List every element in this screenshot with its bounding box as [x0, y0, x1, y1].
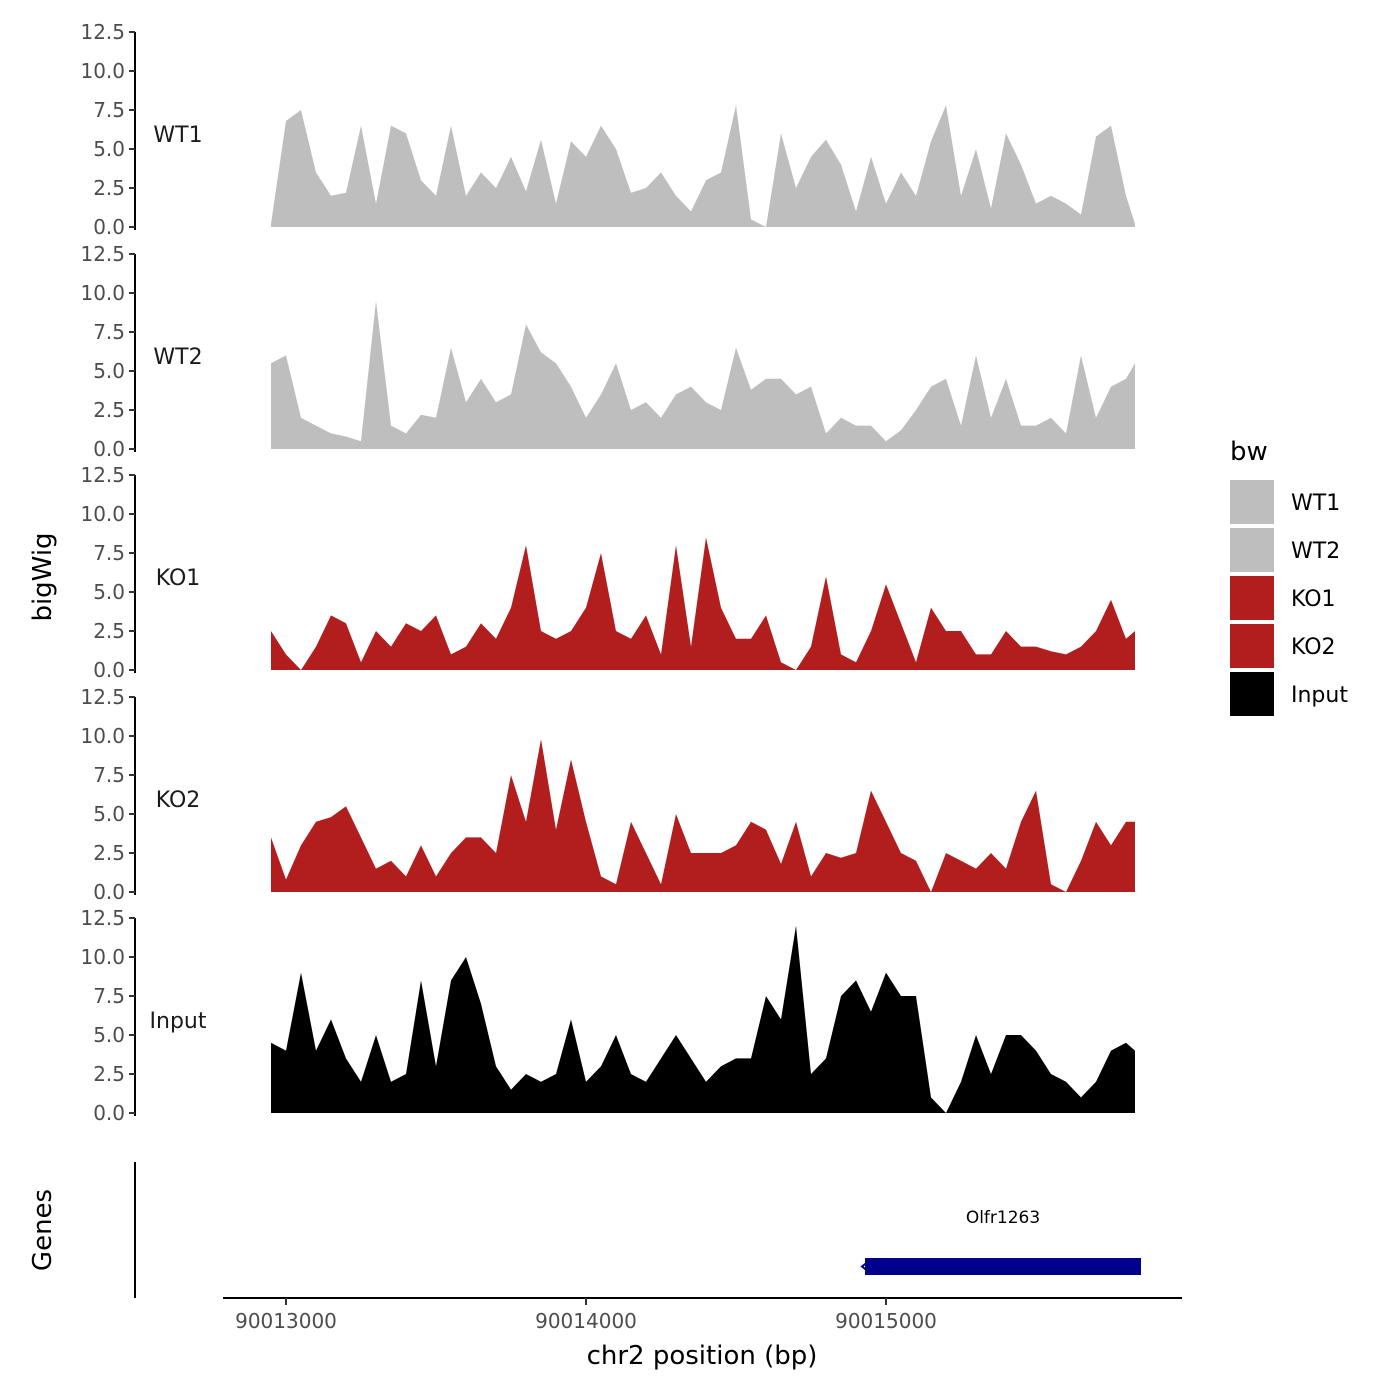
track-ko2: 0.0 2.5 5.0 7.5 10.0 12.5 KO2: [80, 685, 1135, 904]
legend: bw WT1 WT2 KO1 KO2 Input: [1230, 437, 1348, 716]
y-tick-label: 10.0: [80, 281, 125, 305]
y-tick-label: 0.0: [93, 1101, 125, 1125]
track-input: 0.0 2.5 5.0 7.5 10.0 12.5 Input: [80, 906, 1135, 1125]
gene-label: Olfr1263: [966, 1208, 1040, 1228]
track-label-wt1: WT1: [153, 123, 202, 148]
y-tick-label: 12.5: [80, 20, 125, 44]
y-tick-label: 2.5: [93, 398, 125, 422]
y-tick-label: 12.5: [80, 685, 125, 709]
y-tick-label: 5.0: [93, 1023, 125, 1047]
y-tick-label: 12.5: [80, 242, 125, 266]
legend-title: bw: [1230, 437, 1268, 467]
track-wt1: 0.0 2.5 5.0 7.5 10.0 12.5 WT1: [80, 20, 1135, 239]
y-tick-label: 7.5: [93, 763, 125, 787]
x-tick-label: 90013000: [235, 1309, 337, 1333]
y-tick-label: 2.5: [93, 1062, 125, 1086]
legend-label: WT1: [1291, 491, 1340, 516]
legend-entry-wt2: WT2: [1230, 528, 1340, 572]
x-tick-label: 90014000: [535, 1309, 637, 1333]
y-tick-label: 7.5: [93, 984, 125, 1008]
y-tick-label: 5.0: [93, 580, 125, 604]
legend-entries: WT1 WT2 KO1 KO2 Input: [1230, 480, 1348, 716]
y-tick-label: 5.0: [93, 359, 125, 383]
y-tick-label: 0.0: [93, 880, 125, 904]
y-tick-label: 7.5: [93, 320, 125, 344]
y-tick-label: 2.5: [93, 176, 125, 200]
y-tick-label: 2.5: [93, 619, 125, 643]
legend-swatch: [1230, 624, 1274, 668]
legend-entry-input: Input: [1230, 672, 1348, 716]
strand-arrow-icon: [860, 1260, 870, 1273]
x-axis: 90013000 90014000 90015000: [223, 1297, 1182, 1333]
legend-swatch: [1230, 672, 1274, 716]
gene-olfr1263: Olfr1263: [860, 1208, 1141, 1275]
y-tick-label: 10.0: [80, 945, 125, 969]
track-label-wt2: WT2: [153, 345, 202, 370]
legend-label: WT2: [1291, 539, 1340, 564]
y-tick-label: 10.0: [80, 724, 125, 748]
y-tick-label: 5.0: [93, 137, 125, 161]
y-axis-title: bigWig: [28, 532, 58, 621]
track-wt2: 0.0 2.5 5.0 7.5 10.0 12.5 WT2: [80, 242, 1135, 461]
y-tick-label: 0.0: [93, 437, 125, 461]
y-tick-label: 0.0: [93, 658, 125, 682]
y-tick-label: 2.5: [93, 841, 125, 865]
area-wt1: [271, 105, 1135, 227]
legend-entry-ko1: KO1: [1230, 576, 1336, 620]
area-ko1: [271, 537, 1135, 670]
legend-label: KO2: [1291, 635, 1336, 660]
y-tick-label: 5.0: [93, 802, 125, 826]
legend-entry-wt1: WT1: [1230, 480, 1340, 524]
x-tick-label: 90015000: [835, 1309, 937, 1333]
y-tick-label: 0.0: [93, 215, 125, 239]
legend-swatch: [1230, 576, 1274, 620]
area-ko2: [271, 739, 1135, 892]
legend-label: KO1: [1291, 587, 1336, 612]
area-input: [271, 925, 1135, 1113]
gene-body: [865, 1258, 1141, 1275]
gene-features: Olfr1263: [860, 1208, 1141, 1275]
legend-label: Input: [1291, 683, 1348, 708]
area-wt2: [271, 300, 1135, 449]
y-tick-label: 10.0: [80, 59, 125, 83]
track-label-input: Input: [150, 1009, 207, 1034]
track-label-ko1: KO1: [156, 566, 201, 591]
y-tick-label: 7.5: [93, 98, 125, 122]
signal-tracks: 0.0 2.5 5.0 7.5 10.0 12.5 WT1 0.0 2.5 5.0 7.5 10.0 1…: [80, 20, 1135, 1125]
x-axis-title: chr2 position (bp): [587, 1341, 818, 1371]
y-tick-label: 10.0: [80, 502, 125, 526]
y-tick-label: 12.5: [80, 906, 125, 930]
y-tick-label: 7.5: [93, 541, 125, 565]
genes-track: Genes Olfr1263: [28, 1162, 1141, 1298]
genes-track-title: Genes: [28, 1189, 58, 1271]
y-tick-label: 12.5: [80, 463, 125, 487]
track-label-ko2: KO2: [156, 788, 201, 813]
legend-swatch: [1230, 480, 1274, 524]
legend-swatch: [1230, 528, 1274, 572]
track-ko1: 0.0 2.5 5.0 7.5 10.0 12.5 KO1: [80, 463, 1135, 682]
legend-entry-ko2: KO2: [1230, 624, 1336, 668]
